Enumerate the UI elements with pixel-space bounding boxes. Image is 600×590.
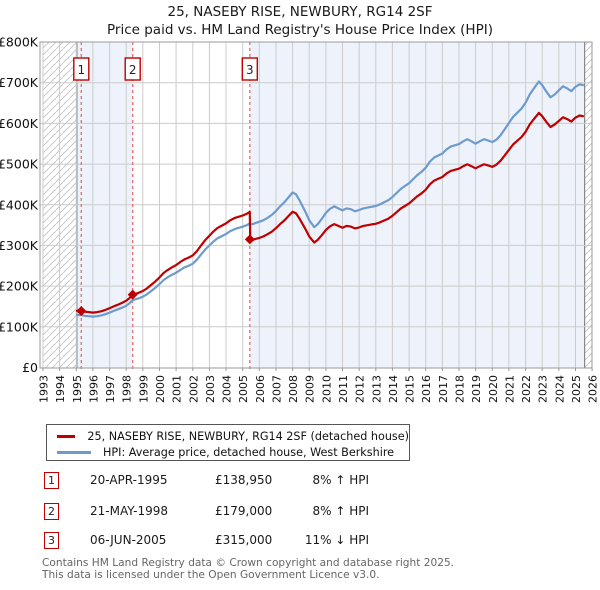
svg-text:2: 2 [129,63,137,77]
svg-text:2021: 2021 [503,375,516,403]
chart-legend: 25, NASEBY RISE, NEWBURY, RG14 2SF (deta… [46,424,410,461]
hpi-line [75,80,585,318]
svg-text:2008: 2008 [287,375,300,403]
svg-text:2013: 2013 [370,375,383,403]
transaction-number-badge: 1 [44,472,59,489]
grid [40,42,593,371]
x-axis-labels: 1993 1994 1995 1996 1997 1998 1999 2000 2001 2002… [38,375,600,403]
svg-text:£300K: £300K [0,238,39,253]
transaction-hpi-delta: 8% ↑ HPI [312,504,369,518]
svg-text:2017: 2017 [437,375,450,403]
transaction-date: 21-MAY-1998 [90,504,169,518]
svg-text:2004: 2004 [221,375,234,403]
transaction-number-badge: 2 [44,503,59,520]
svg-text:2006: 2006 [254,375,267,403]
svg-text:2015: 2015 [404,375,417,403]
svg-text:2001: 2001 [171,375,184,403]
license-note: Contains HM Land Registry data © Crown c… [42,557,455,581]
svg-text:1996: 1996 [87,375,100,403]
svg-text:£800K: £800K [0,35,39,50]
transaction-date: 20-APR-1995 [90,473,168,487]
transaction-price: £138,950 [215,473,273,487]
svg-text:2020: 2020 [487,375,500,403]
svg-text:2012: 2012 [354,375,367,403]
svg-text:2005: 2005 [237,375,250,403]
svg-text:1999: 1999 [137,375,150,403]
svg-text:£100K: £100K [0,319,39,334]
transaction-hpi-delta: 11% ↓ HPI [304,533,369,547]
plot-border [39,41,593,369]
svg-text:1994: 1994 [54,375,67,403]
sale-markers [76,234,255,316]
svg-text:2010: 2010 [320,375,333,403]
svg-text:2025: 2025 [570,375,583,403]
svg-text:2026: 2026 [587,375,600,403]
footer-line-2: This data is licensed under the Open Gov… [42,568,380,581]
svg-text:1998: 1998 [121,375,134,403]
y-axis-labels: £800K £700K £600K £500K £400K £300K £200K £100K… [0,35,39,376]
price-history-chart: 1 2 3 £800K £700K £600K £500K £400K £300K £200K £1… [0,35,600,404]
sale-event-lines [80,42,251,371]
svg-text:1: 1 [77,63,85,77]
svg-text:2007: 2007 [271,375,284,403]
svg-text:2023: 2023 [537,375,550,403]
svg-text:£0: £0 [22,360,38,375]
property-price-line [75,111,585,314]
svg-text:2022: 2022 [520,375,533,403]
svg-text:1997: 1997 [104,375,117,403]
legend-row-property: 25, NASEBY RISE, NEWBURY, RG14 2SF (deta… [53,428,409,444]
svg-text:2011: 2011 [337,375,350,403]
transaction-price: £315,000 [215,533,273,547]
transaction-date: 06-JUN-2005 [90,533,167,547]
svg-text:2009: 2009 [304,375,317,403]
svg-text:1995: 1995 [71,375,84,403]
transaction-row-2: 2 21-MAY-1998 £179,000 8% ↑ HPI [44,503,384,521]
svg-text:2018: 2018 [454,375,467,403]
svg-text:2002: 2002 [187,375,200,403]
transaction-number-badge: 3 [44,532,59,549]
transaction-row-1: 1 20-APR-1995 £138,950 8% ↑ HPI [44,472,384,490]
sale-number-flags: 1 2 3 [73,57,259,81]
transaction-row-3: 3 06-JUN-2005 £315,000 11% ↓ HPI [44,532,384,550]
property-line-swatch [57,434,76,438]
footer-line-1: Contains HM Land Registry data © Crown c… [42,557,455,569]
legend-row-hpi: HPI: Average price, detached house, West… [53,444,409,460]
transaction-hpi-delta: 8% ↑ HPI [312,473,369,487]
svg-text:£200K: £200K [0,279,39,294]
legend-label-property: 25, NASEBY RISE, NEWBURY, RG14 2SF (deta… [87,429,409,443]
svg-text:2019: 2019 [470,375,483,403]
svg-text:2014: 2014 [387,375,400,403]
svg-text:£600K: £600K [0,116,39,131]
transaction-price: £179,000 [215,504,273,518]
svg-text:2003: 2003 [204,375,217,403]
svg-text:3: 3 [246,63,254,77]
svg-text:£500K: £500K [0,157,39,172]
svg-text:2000: 2000 [154,375,167,403]
svg-text:£700K: £700K [0,75,39,90]
page-title: 25, NASEBY RISE, NEWBURY, RG14 2SF [167,4,433,20]
legend-label-hpi: HPI: Average price, detached house, West… [103,445,395,459]
hpi-line-swatch [57,450,91,454]
page-subtitle: Price paid vs. HM Land Registry's House … [107,22,493,38]
svg-text:2016: 2016 [420,375,433,403]
svg-text:1993: 1993 [38,375,51,403]
transactions-table: 1 20-APR-1995 £138,950 8% ↑ HPI 2 21-MAY… [44,472,384,558]
svg-text:£400K: £400K [0,197,39,212]
svg-text:2024: 2024 [553,375,566,403]
